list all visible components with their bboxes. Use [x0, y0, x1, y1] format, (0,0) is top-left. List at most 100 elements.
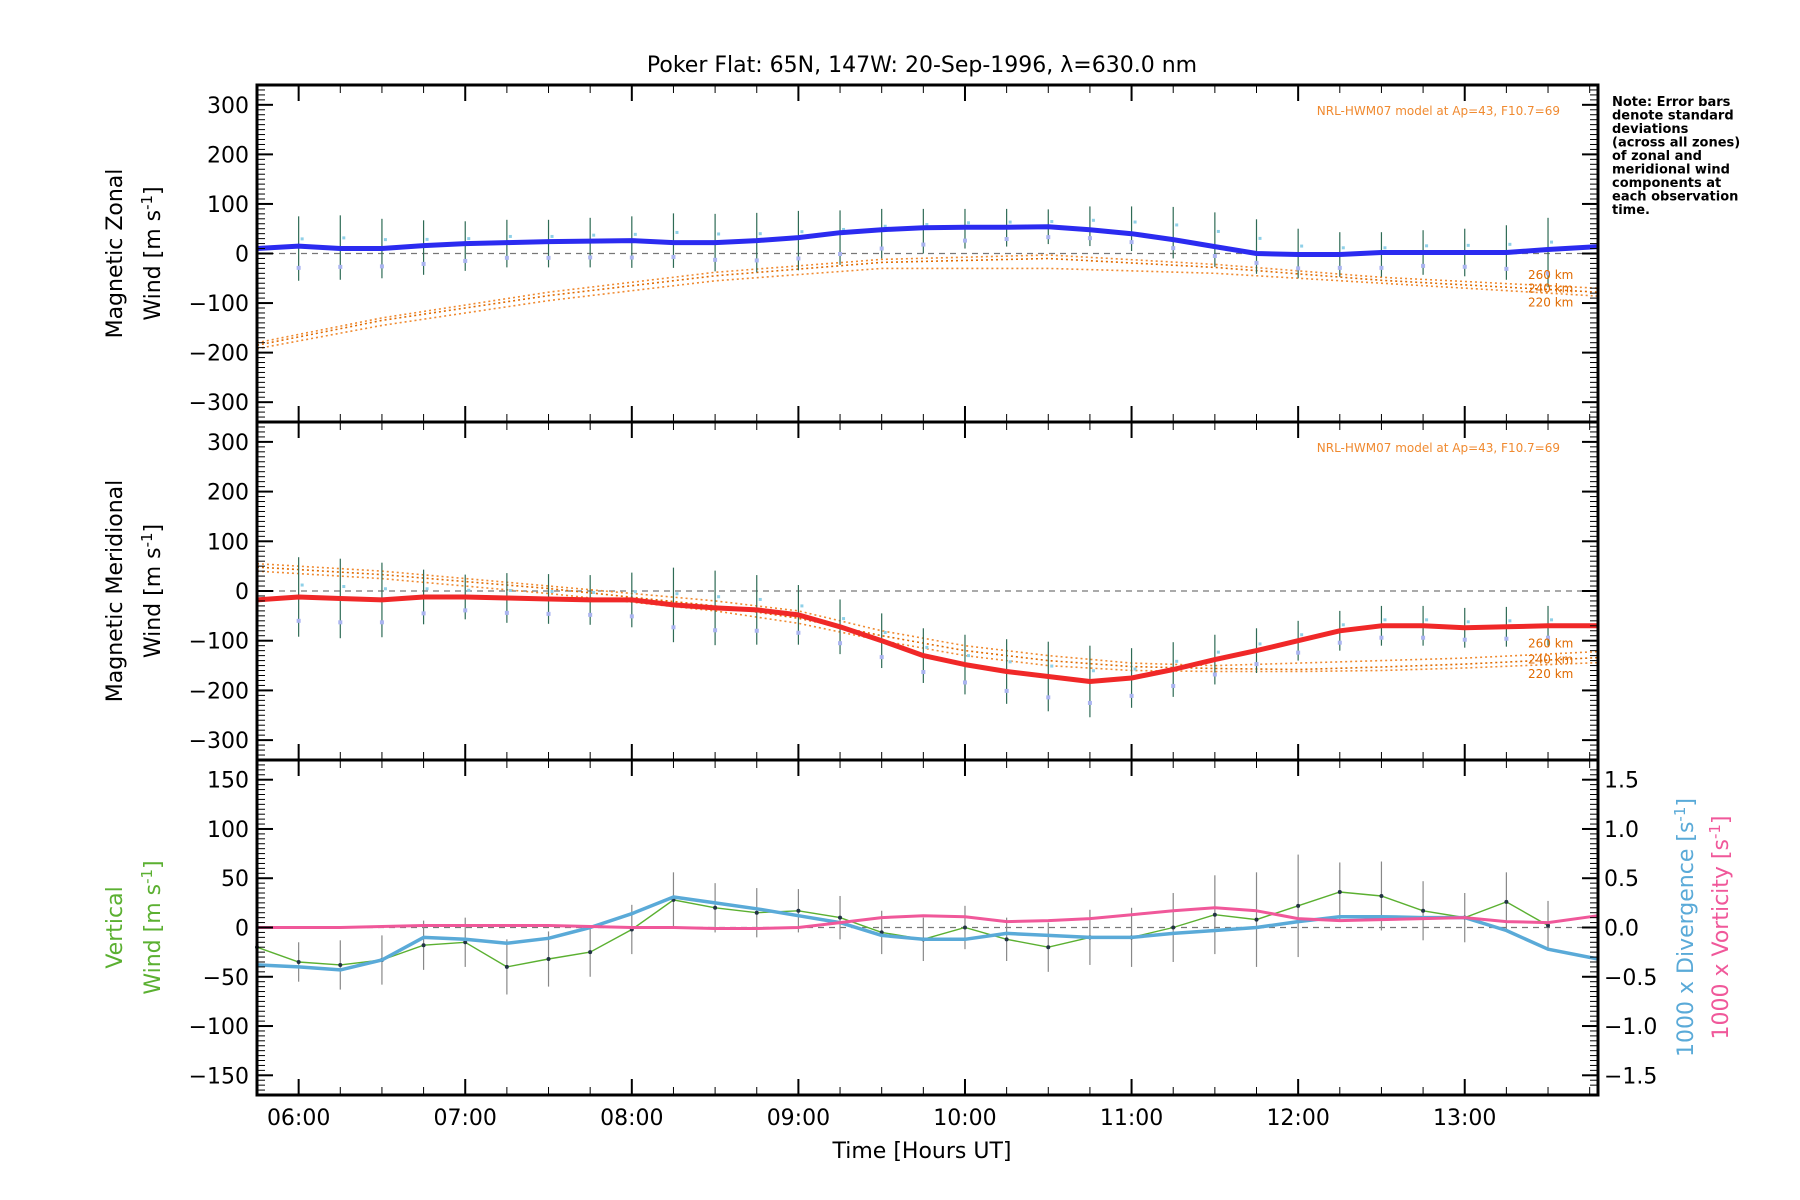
- zone-point: [758, 232, 762, 236]
- right-tick-label: 1.5: [1604, 769, 1639, 794]
- zone-point: [838, 641, 843, 646]
- zone-point: [467, 588, 471, 592]
- zone-point: [504, 610, 509, 615]
- x-tick-label: 06:00: [267, 1106, 330, 1131]
- altitude-label: 220 km: [1528, 667, 1573, 681]
- zone-point: [962, 238, 967, 243]
- zone-point: [796, 630, 801, 635]
- y-tick-label: −300: [189, 729, 249, 754]
- zone-point: [338, 264, 343, 269]
- zone-point: [383, 587, 387, 591]
- zone-point: [671, 254, 676, 259]
- bracket: ]: [141, 186, 166, 195]
- vertical-wind-point: [754, 910, 759, 915]
- zone-point: [1508, 619, 1512, 623]
- zone-point: [1300, 633, 1304, 637]
- right-axis-label-vorticity: 1000 x Vorticity [s-1]: [1706, 815, 1734, 1039]
- zone-point: [1212, 672, 1217, 677]
- zone-point: [1421, 263, 1426, 268]
- vertical-wind-point: [1296, 903, 1301, 908]
- zone-point: [467, 237, 471, 241]
- zone-point: [383, 238, 387, 242]
- superscript: -1: [1706, 824, 1724, 839]
- bracket: ]: [141, 524, 166, 533]
- model-label: NRL-HWM07 model at Ap=43, F10.7=69: [1317, 104, 1560, 118]
- zone-point: [425, 237, 429, 241]
- zone-point: [717, 595, 721, 599]
- zone-point: [925, 645, 929, 649]
- zone-point: [1300, 244, 1304, 248]
- x-axis-label: Time [Hours UT]: [832, 1139, 1012, 1164]
- meridional-wind-line: [256, 594, 1598, 684]
- model-line-260km: [256, 254, 1599, 344]
- zone-point: [1087, 236, 1092, 241]
- vertical-wind-point: [796, 908, 801, 913]
- zone-point: [421, 611, 426, 616]
- y-tick-label: 300: [207, 431, 249, 456]
- vertical-wind-point: [1337, 890, 1342, 895]
- zone-point: [300, 237, 304, 241]
- y-tick-label: 200: [207, 143, 249, 168]
- vertical-wind-point: [1421, 908, 1426, 913]
- zone-point: [296, 618, 301, 623]
- zone-point: [421, 261, 426, 266]
- zone-point: [925, 223, 929, 227]
- zone-point: [508, 234, 512, 238]
- vertical-wind-point: [546, 957, 551, 962]
- note-line: time.: [1612, 203, 1650, 218]
- right-tick-label: 1.0: [1604, 818, 1639, 843]
- y-tick-label: 100: [207, 530, 249, 555]
- zone-point: [300, 583, 304, 587]
- y-tick-label: −100: [189, 1015, 249, 1040]
- zone-point: [1171, 683, 1176, 688]
- note-line: components at: [1612, 176, 1721, 191]
- zone-point: [1383, 246, 1387, 250]
- zone-point: [1337, 640, 1342, 645]
- altitude-label: 260 km: [1528, 268, 1573, 282]
- zone-point: [1504, 636, 1509, 641]
- zonal-wind-line: [256, 224, 1599, 257]
- zone-point: [754, 258, 759, 263]
- zone-point: [800, 604, 804, 608]
- vertical-wind-point: [463, 940, 468, 945]
- zone-point: [962, 680, 967, 685]
- zone-point: [379, 264, 384, 269]
- note-line: meridional wind: [1612, 163, 1730, 178]
- zone-point: [629, 614, 634, 619]
- zone-point: [1091, 669, 1095, 673]
- vertical-wind-point: [421, 943, 426, 948]
- zone-point: [629, 255, 634, 260]
- zone-point: [754, 628, 759, 633]
- bracket: ]: [1709, 815, 1734, 824]
- vorticity-line: [257, 906, 1599, 930]
- chart-title: Poker Flat: 65N, 147W: 20-Sep-1996, λ=63…: [647, 53, 1197, 78]
- zone-point: [592, 590, 596, 594]
- zone-point: [1341, 623, 1345, 627]
- zone-point: [1175, 659, 1179, 663]
- bracket: ]: [1674, 798, 1699, 807]
- altitude-label: 220 km: [1528, 295, 1573, 309]
- y-tick-label: −300: [189, 391, 249, 416]
- zone-point: [1129, 240, 1134, 245]
- vertical-wind-point: [338, 962, 343, 967]
- zone-point: [1462, 637, 1467, 642]
- zone-point: [1004, 688, 1009, 693]
- y-tick-label: 0: [235, 917, 249, 942]
- zone-point: [883, 224, 887, 228]
- zone-point: [1341, 246, 1345, 250]
- x-tick-label: 13:00: [1433, 1106, 1496, 1131]
- right-tick-label: −1.0: [1604, 1015, 1657, 1040]
- vertical-wind-point: [962, 925, 967, 930]
- zone-point: [1550, 240, 1554, 244]
- zone-point: [1508, 242, 1512, 246]
- zone-point: [1546, 635, 1551, 640]
- superscript: -1: [138, 869, 156, 884]
- vertical-wind-point: [1004, 937, 1009, 942]
- y-tick-label: −50: [203, 966, 249, 991]
- zone-point: [921, 670, 926, 675]
- superscript: -1: [138, 195, 156, 210]
- zone-point: [1383, 618, 1387, 622]
- y-tick-label: 100: [207, 193, 249, 218]
- y-tick-label: 200: [207, 481, 249, 506]
